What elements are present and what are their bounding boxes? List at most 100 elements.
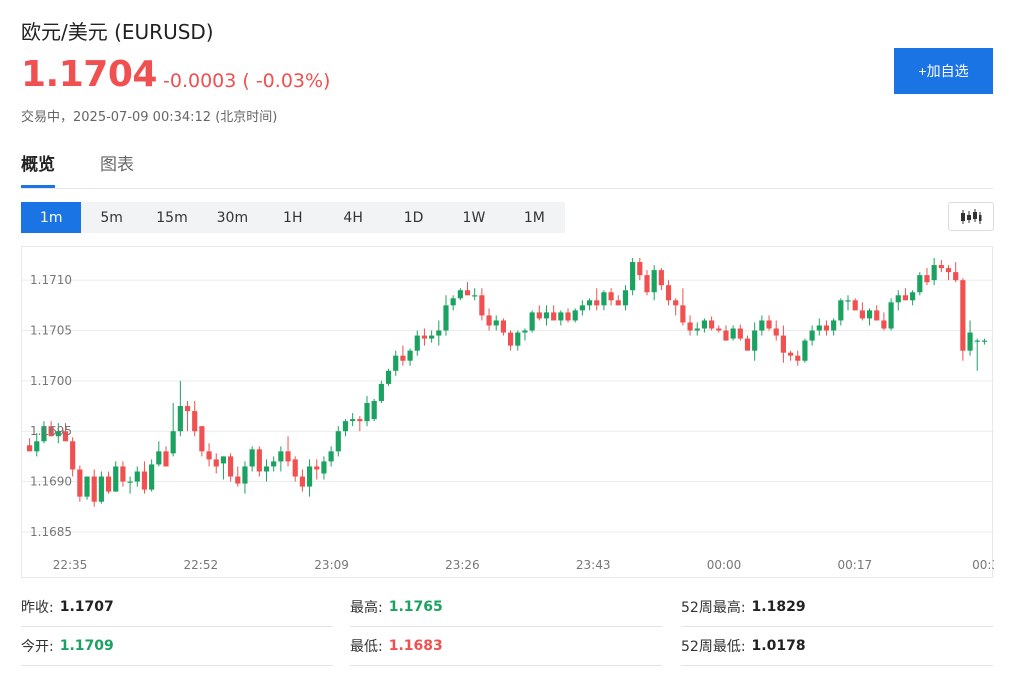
candle-body: [34, 441, 40, 452]
stat-52w-low: 52周最低: 1.0178: [681, 627, 993, 666]
candle-body: [874, 310, 880, 321]
stat-high: 最高: 1.1765: [350, 588, 662, 627]
candle-body: [134, 471, 140, 482]
candle-body: [113, 466, 119, 492]
candle-body: [414, 335, 420, 351]
y-tick-label: 1.1695: [30, 424, 72, 438]
candle-body: [910, 292, 916, 301]
candle-body: [888, 302, 894, 329]
candle-body: [716, 328, 722, 331]
candle-body: [263, 466, 270, 472]
trading-status: 交易中，2025-07-09 00:34:12 (北京时间): [21, 110, 278, 125]
candle-body: [558, 312, 564, 321]
y-tick-label: 1.1685: [30, 525, 72, 539]
candle-body: [924, 275, 930, 283]
candle-body: [306, 466, 313, 487]
candle-body: [586, 300, 593, 306]
x-tick-label: 23:43: [576, 558, 611, 572]
candle-body: [206, 451, 212, 460]
interval-1m[interactable]: 1m: [21, 202, 82, 233]
stat-label: 最高:: [350, 600, 383, 616]
candle-body: [608, 292, 614, 301]
candle-body: [759, 320, 765, 331]
candle-body: [701, 320, 708, 329]
add-watchlist-button[interactable]: +加自选: [894, 48, 993, 94]
interval-30m[interactable]: 30m: [216, 209, 249, 226]
tab-overview[interactable]: 概览: [21, 150, 55, 188]
interval-selector: 1m 5m 15m 30m 1H 4H 1D 1W 1M: [21, 202, 565, 233]
candle-body: [364, 403, 370, 422]
candle-body: [486, 315, 492, 326]
candle-body: [120, 466, 126, 482]
stat-label: 最低:: [350, 639, 383, 655]
candle-body: [256, 449, 262, 472]
interval-5m[interactable]: 5m: [100, 209, 123, 226]
candle-body: [500, 320, 506, 333]
candle-body: [752, 330, 758, 351]
candle-body: [931, 265, 937, 281]
stat-value: 1.1765: [388, 599, 443, 615]
stat-open: 今开: 1.1709: [21, 627, 333, 666]
candle-body: [321, 461, 327, 474]
candle-body: [881, 320, 887, 329]
candle-body: [378, 383, 384, 401]
candle-body: [945, 268, 952, 273]
candle-body: [450, 298, 456, 306]
candle-body: [192, 411, 198, 432]
candle-body: [780, 335, 786, 353]
candle-body: [644, 275, 650, 293]
candle-body: [292, 459, 298, 477]
interval-4h[interactable]: 4H: [343, 209, 363, 226]
candle-body: [400, 355, 406, 361]
interval-1mo[interactable]: 1M: [523, 209, 545, 226]
candle-body: [429, 335, 435, 339]
candle-body: [615, 300, 621, 306]
candle-body: [177, 406, 183, 432]
y-tick-label: 1.1710: [30, 273, 72, 287]
x-tick-label: 00:17: [838, 558, 873, 572]
x-tick-label: 23:09: [314, 558, 349, 572]
interval-15m[interactable]: 15m: [156, 209, 188, 226]
candle-body: [953, 272, 959, 281]
candle-body: [687, 322, 693, 331]
candle-body: [163, 451, 169, 467]
chart-type-button[interactable]: [948, 202, 994, 231]
candle-body: [630, 262, 636, 291]
stat-label: 今开:: [21, 639, 54, 655]
candle-body: [443, 305, 449, 331]
stat-52w-high: 52周最高: 1.1829: [681, 588, 993, 627]
candle-body: [730, 328, 736, 339]
candle-body: [62, 431, 69, 442]
interval-1d[interactable]: 1D: [403, 209, 424, 226]
candle-body: [371, 401, 377, 420]
interval-1w[interactable]: 1W: [462, 209, 486, 226]
stat-label: 52周最高:: [681, 600, 746, 616]
last-price: 1.1704: [21, 54, 157, 95]
price-chart[interactable]: 1.1685 1.1690 1.1695 1.1700 1.1705 1.1710 22:3…: [21, 246, 994, 578]
stat-label: 52周最低:: [681, 639, 746, 655]
candle-body: [213, 459, 219, 467]
candle-body: [974, 340, 980, 342]
candle-body: [845, 300, 851, 302]
tab-chart[interactable]: 图表: [100, 155, 134, 175]
candle-body: [651, 270, 657, 293]
candle-body: [70, 441, 76, 470]
candle-body: [55, 431, 61, 437]
x-tick-label: 23:26: [445, 558, 480, 572]
candle-body: [436, 330, 442, 336]
candle-body: [407, 350, 413, 361]
candle-body: [744, 338, 751, 351]
candle-body: [479, 295, 485, 316]
candle-body: [242, 466, 248, 484]
candle-body: [105, 476, 112, 492]
candle-body: [622, 290, 629, 306]
candle-body: [529, 312, 535, 331]
candle-body: [673, 300, 679, 306]
candle-body: [335, 431, 341, 452]
stat-value: 1.1683: [388, 638, 443, 654]
candle-body: [852, 300, 858, 311]
page-title: 欧元/美元 (EURUSD): [21, 20, 214, 44]
interval-1h[interactable]: 1H: [283, 209, 303, 226]
candle-body: [816, 325, 822, 331]
candle-body: [859, 310, 865, 319]
